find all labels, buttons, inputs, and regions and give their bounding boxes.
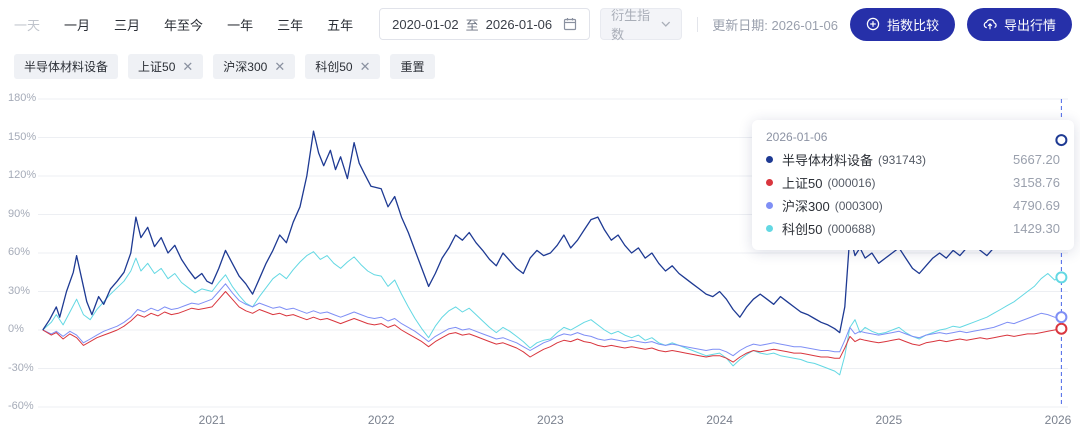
x-axis-label: 2021 [198, 413, 226, 427]
series-value: 5667.20 [1013, 152, 1060, 167]
update-date-label: 更新日期: 2026-01-06 [712, 17, 838, 33]
y-axis-label: 150% [8, 130, 37, 143]
y-axis-label: 30% [8, 284, 31, 297]
date-separator: 至 [465, 17, 479, 33]
time-range-tabs: 一天 一月 三月 年至今 一年 三年 五年 [14, 15, 353, 34]
range-5year[interactable]: 五年 [327, 17, 354, 33]
series-line-沪深300 [42, 283, 1062, 357]
reset-button[interactable]: 重置 [390, 54, 435, 79]
tag-sse50[interactable]: 上证50 ✕ [128, 54, 204, 79]
chevron-down-icon [661, 21, 671, 27]
series-value: 4790.69 [1013, 198, 1060, 213]
chart-tooltip: 2026-01-06 半导体材料设备 (931743) 5667.20 上证50… [752, 120, 1074, 250]
date-end: 2026-01-06 [485, 16, 553, 32]
series-value: 3158.76 [1013, 175, 1060, 190]
performance-chart[interactable]: 180% 150% 120% 90% 60% 30% 0% -30% -60% 2021 2022 2… [0, 90, 1080, 436]
close-icon[interactable]: ✕ [274, 59, 286, 74]
series-name: 沪深300 [782, 199, 830, 214]
x-axis-label: 2022 [367, 413, 395, 427]
series-line-半导体材料设备 [42, 130, 1063, 334]
series-name: 上证50 [782, 176, 823, 191]
x-axis-label: 2025 [875, 413, 903, 427]
series-name: 科创50 [782, 222, 823, 237]
x-axis-label: 2026 [1044, 413, 1072, 427]
export-quotes-label: 导出行情 [1003, 17, 1056, 33]
close-icon[interactable]: ✕ [182, 59, 194, 74]
y-axis-label: 60% [8, 246, 31, 258]
range-1day[interactable]: 一天 [14, 17, 41, 33]
toolbar: 一天 一月 三月 年至今 一年 三年 五年 2020-01-02 至 2026-… [0, 0, 1080, 48]
y-axis-label: -60% [8, 400, 34, 412]
y-axis-label: 180% [8, 92, 37, 104]
tag-csi300[interactable]: 沪深300 ✕ [213, 54, 296, 79]
range-1month[interactable]: 一月 [64, 17, 91, 33]
tooltip-row: 半导体材料设备 (931743) 5667.20 [766, 148, 1060, 171]
y-axis-label: -30% [8, 361, 34, 374]
close-icon[interactable]: ✕ [359, 59, 371, 74]
series-line-上证50 [42, 291, 1062, 363]
series-line-科创50 [42, 251, 1062, 376]
calendar-icon [564, 18, 577, 31]
date-start: 2020-01-02 [392, 16, 459, 32]
x-axis-label: 2024 [706, 413, 733, 427]
series-dot [766, 179, 773, 186]
range-1year[interactable]: 一年 [227, 17, 254, 33]
index-compare-button[interactable]: 指数比较 [849, 7, 955, 41]
derived-index-select[interactable]: 衍生指数 [600, 8, 682, 42]
tooltip-row: 科创50 (000688) 1429.30 [766, 217, 1060, 240]
index-compare-label: 指数比较 [886, 17, 939, 33]
export-quotes-button[interactable]: 导出行情 [966, 7, 1072, 41]
series-dot [766, 225, 773, 232]
series-code: (000688) [827, 221, 876, 236]
reset-label: 重置 [400, 60, 425, 74]
circle-plus-icon [866, 17, 880, 31]
selected-index-tags: 半导体材料设备 上证50 ✕ 沪深300 ✕ 科创50 ✕ 重置 [14, 54, 435, 79]
series-dot [766, 156, 773, 163]
y-axis-label: 0% [8, 323, 24, 335]
x-axis-label: 2023 [537, 413, 564, 427]
cloud-export-icon [983, 19, 997, 30]
range-ytd[interactable]: 年至今 [164, 17, 204, 33]
series-code: (000016) [827, 175, 876, 190]
tag-semiconductor[interactable]: 半导体材料设备 [14, 54, 119, 79]
tag-label: 沪深300 [223, 60, 268, 74]
y-axis-label: 90% [8, 207, 31, 220]
series-dot [766, 202, 773, 209]
range-3month[interactable]: 三月 [114, 17, 141, 33]
series-name: 半导体材料设备 [782, 153, 874, 168]
tag-star50[interactable]: 科创50 ✕ [305, 54, 381, 79]
series-code: (000300) [834, 198, 883, 213]
select-value: 衍生指数 [611, 8, 651, 42]
series-code: (931743) [878, 152, 927, 167]
toolbar-divider [696, 16, 698, 32]
tooltip-date: 2026-01-06 [766, 130, 828, 144]
tag-label: 上证50 [138, 60, 176, 74]
tooltip-row: 上证50 (000016) 3158.76 [766, 171, 1060, 194]
tag-label: 半导体材料设备 [24, 60, 109, 74]
tag-label: 科创50 [315, 60, 353, 74]
series-value: 1429.30 [1013, 221, 1060, 236]
range-3year[interactable]: 三年 [277, 17, 304, 33]
y-axis-label: 120% [8, 169, 37, 181]
date-range-picker[interactable]: 2020-01-02 至 2026-01-06 [379, 8, 591, 40]
tooltip-row: 沪深300 (000300) 4790.69 [766, 194, 1060, 217]
